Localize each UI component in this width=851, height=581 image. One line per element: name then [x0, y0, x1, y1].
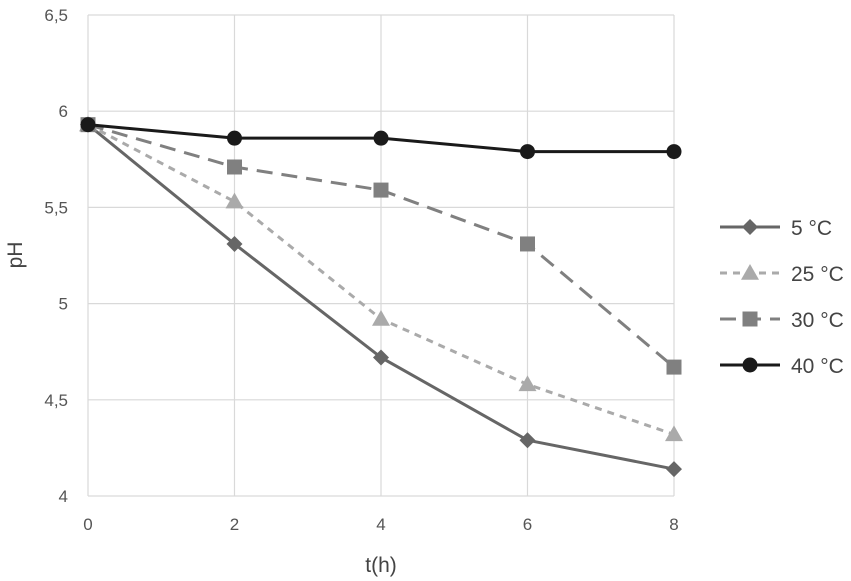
legend-item: 25 °C	[720, 263, 844, 286]
data-point-square	[666, 359, 682, 375]
legend-marker-triangle	[741, 264, 759, 280]
legend-marker-circle	[742, 357, 758, 373]
data-point-circle	[80, 117, 96, 133]
data-point-diamond	[226, 235, 243, 252]
data-point-triangle	[372, 309, 390, 326]
y-tick-label: 6,5	[44, 6, 68, 25]
legend-item: 5 °C	[720, 217, 832, 240]
x-tick-label: 0	[83, 515, 92, 534]
data-point-triangle	[665, 425, 683, 442]
tick-labels: 4 4,5 5 5,5 6 6,5 0 2 4 6 8	[44, 6, 678, 534]
data-point-square	[520, 236, 535, 252]
series-3	[80, 117, 682, 160]
data-point-square	[227, 159, 242, 175]
series-2	[80, 117, 682, 375]
legend-label: 25 °C	[791, 263, 844, 286]
legend-label: 40 °C	[791, 355, 844, 378]
legend-item: 30 °C	[720, 309, 844, 332]
data-point-circle	[373, 130, 389, 146]
y-tick-label: 4,5	[44, 391, 68, 410]
legend-label: 30 °C	[791, 309, 844, 332]
x-tick-label: 4	[376, 515, 385, 534]
legend: 5 °C 25 °C 30 °C 40 °C	[720, 217, 844, 378]
x-axis-label: t(h)	[365, 554, 397, 577]
y-tick-label: 4	[59, 487, 68, 506]
x-tick-label: 2	[230, 515, 239, 534]
y-axis-label: pH	[4, 242, 27, 269]
x-tick-label: 6	[523, 515, 532, 534]
x-tick-label: 8	[669, 515, 678, 534]
y-tick-label: 5,5	[44, 198, 68, 217]
data-point-circle	[227, 130, 242, 146]
legend-label: 5 °C	[791, 217, 832, 240]
data-point-diamond	[373, 349, 389, 366]
series-layer	[79, 115, 683, 478]
data-point-diamond	[519, 432, 536, 449]
legend-marker-square	[742, 311, 758, 327]
data-point-circle	[520, 144, 535, 160]
data-point-diamond	[666, 461, 682, 478]
y-tick-label: 5	[59, 295, 68, 314]
y-tick-label: 6	[59, 102, 68, 121]
data-point-circle	[666, 144, 682, 160]
data-point-triangle	[518, 375, 537, 392]
data-point-square	[373, 182, 389, 198]
data-point-triangle	[225, 192, 244, 209]
legend-item: 40 °C	[720, 355, 844, 378]
legend-marker-diamond	[742, 219, 758, 235]
gridlines	[87, 14, 675, 497]
